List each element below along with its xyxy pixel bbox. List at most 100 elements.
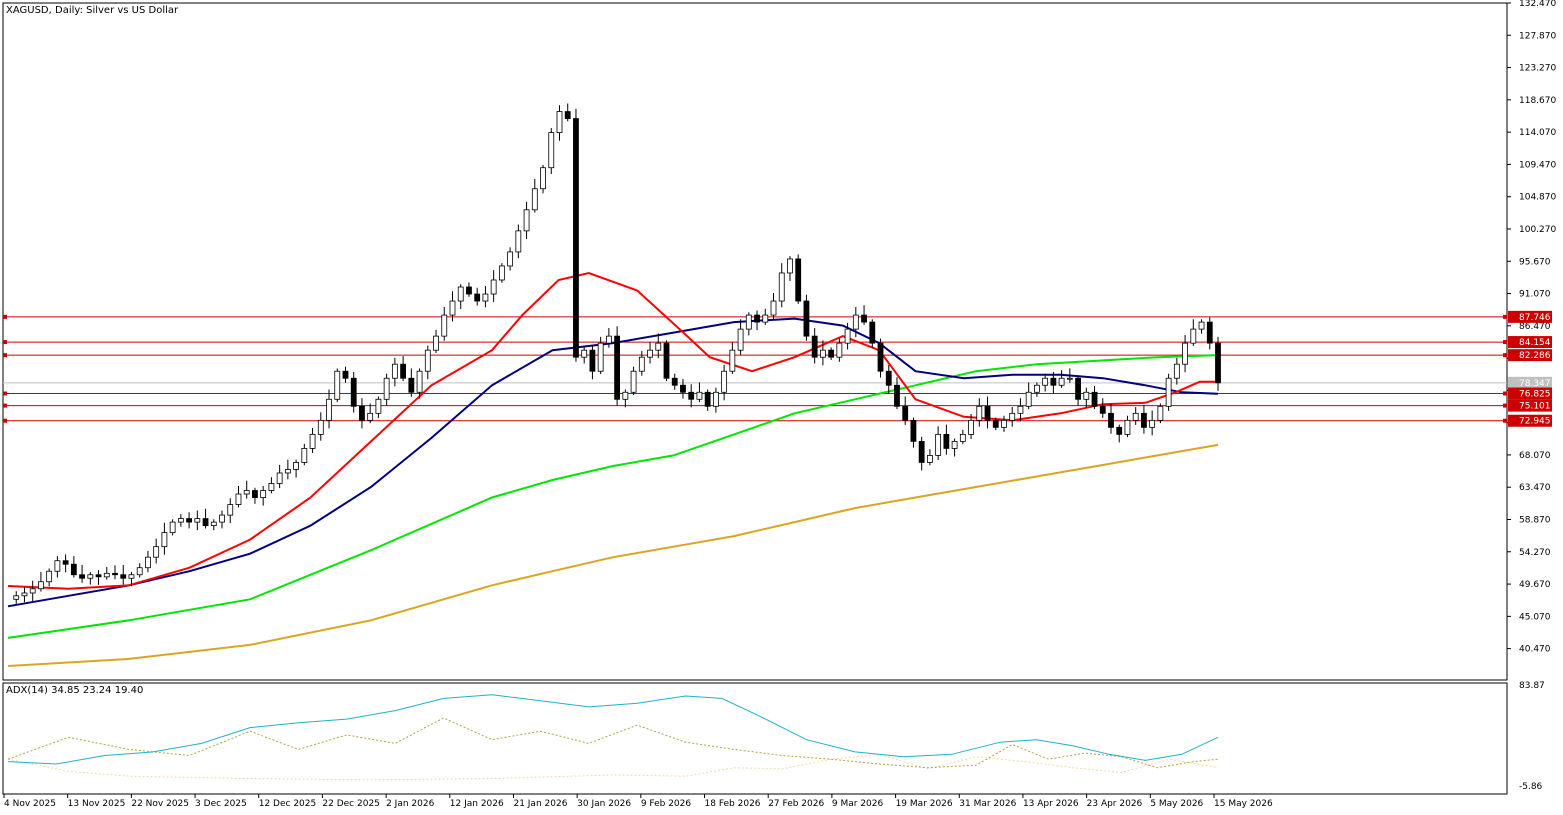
candle-body xyxy=(819,349,826,358)
candle-body xyxy=(21,592,28,597)
level-price-box xyxy=(1508,387,1552,400)
level-marker-right xyxy=(1503,403,1507,408)
level-price-box xyxy=(1508,414,1552,427)
candle-body xyxy=(367,412,374,421)
candle-body xyxy=(968,419,974,435)
adx-minus-di-line xyxy=(7,753,1219,781)
level-price-box xyxy=(1508,349,1552,362)
candle-body xyxy=(268,483,275,491)
candle-body xyxy=(622,391,629,400)
ma-green-line xyxy=(7,354,1219,639)
level-marker-left xyxy=(3,314,7,319)
candle-body xyxy=(1009,412,1016,421)
level-marker-right xyxy=(1503,391,1507,396)
candle-body xyxy=(202,518,209,527)
candle-body xyxy=(1132,412,1139,421)
candle-body xyxy=(811,335,818,358)
candle-body xyxy=(556,111,563,134)
adx-main-line xyxy=(7,694,1219,765)
candle-body xyxy=(342,370,349,379)
candle-body xyxy=(490,279,497,295)
candle-body xyxy=(408,377,415,393)
candle-body xyxy=(29,588,36,594)
date-tick-label: 4 Nov 2025 xyxy=(4,799,56,809)
chart-title: XAGUSD, Daily: Silver vs US Dollar xyxy=(6,5,179,16)
price-tick-label: 63.470 xyxy=(1519,483,1551,493)
candle-body xyxy=(1058,377,1065,386)
current-price-label: 78.347 xyxy=(1519,379,1551,389)
candle-body xyxy=(992,419,999,428)
price-tick-label: 95.670 xyxy=(1519,257,1551,267)
candle-body xyxy=(1099,405,1106,414)
price-tick-label: 109.470 xyxy=(1519,160,1556,170)
candle-body xyxy=(416,370,423,393)
candle-body xyxy=(704,391,711,407)
level-marker-right xyxy=(1503,353,1507,358)
candle-body xyxy=(219,514,225,523)
candle-body xyxy=(762,314,769,323)
candle-body xyxy=(795,258,802,302)
date-tick-label: 19 Mar 2026 xyxy=(896,799,953,809)
price-tick-label: 45.070 xyxy=(1519,612,1551,622)
candle-body xyxy=(383,377,390,400)
candle-body xyxy=(186,518,192,523)
candle-body xyxy=(869,321,876,344)
price-tick-label: 54.270 xyxy=(1519,548,1551,558)
price-tick-label: 123.270 xyxy=(1519,64,1556,74)
candle-body xyxy=(951,440,958,449)
candle-body xyxy=(861,314,867,323)
candle-body xyxy=(1001,419,1007,428)
candle-body xyxy=(1075,377,1081,400)
candle-body xyxy=(614,335,621,400)
candle-body xyxy=(227,504,234,516)
candle-body xyxy=(400,363,407,379)
candle-body xyxy=(721,370,728,393)
candle-body xyxy=(647,349,653,358)
candle-body xyxy=(902,405,909,421)
candle-body xyxy=(252,490,258,498)
candle-body xyxy=(457,286,464,302)
candle-body xyxy=(62,560,69,565)
ma-navy-line xyxy=(7,317,1219,608)
candle-body xyxy=(581,349,588,358)
level-marker-left xyxy=(3,391,7,396)
candle-body xyxy=(103,572,110,578)
level-price-label: 72.945 xyxy=(1519,417,1551,427)
candle-body xyxy=(375,398,382,414)
candle-body xyxy=(1050,377,1057,386)
candle-body xyxy=(844,328,851,344)
candle-body xyxy=(309,433,316,449)
level-marker-left xyxy=(3,340,7,345)
price-tick-label: 132.470 xyxy=(1519,0,1556,9)
candle-body xyxy=(1149,419,1156,428)
candle-body xyxy=(1124,419,1131,435)
candle-body xyxy=(1108,412,1114,428)
candle-body xyxy=(54,560,61,572)
date-tick-label: 12 Jan 2026 xyxy=(450,799,504,809)
date-tick-label: 2 Jan 2026 xyxy=(386,799,434,809)
candle-body xyxy=(1091,391,1098,407)
candle-body xyxy=(573,118,579,358)
candle-body xyxy=(803,300,810,337)
candle-body xyxy=(13,595,20,600)
level-price-label: 87.746 xyxy=(1519,313,1551,323)
candle-body xyxy=(210,521,217,527)
candle-body xyxy=(523,209,530,232)
candle-body xyxy=(943,433,950,449)
candle-body xyxy=(688,391,695,400)
level-marker-left xyxy=(3,403,7,408)
candle-body xyxy=(326,398,332,421)
candle-body xyxy=(745,314,752,330)
price-tick-label: 114.070 xyxy=(1519,128,1556,138)
candle-body xyxy=(449,300,456,316)
date-tick-label: 31 Mar 2026 xyxy=(959,799,1016,809)
adx-axis-label: -5.86 xyxy=(1519,782,1543,792)
candle-body xyxy=(95,574,102,578)
price-tick-label: 118.670 xyxy=(1519,96,1556,106)
price-tick-label: 58.870 xyxy=(1519,516,1551,526)
candle-body xyxy=(877,342,884,372)
date-tick-label: 5 May 2026 xyxy=(1150,799,1203,809)
candle-body xyxy=(976,405,983,421)
candle-body xyxy=(696,391,703,400)
